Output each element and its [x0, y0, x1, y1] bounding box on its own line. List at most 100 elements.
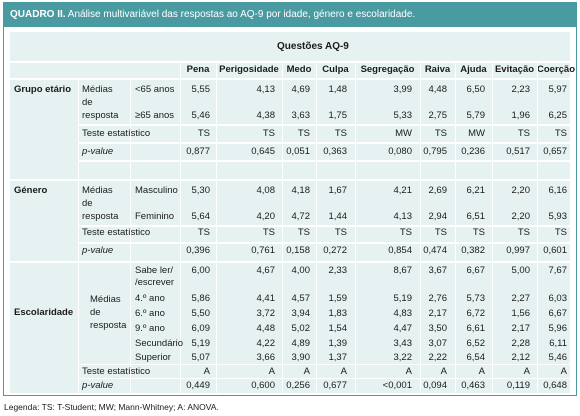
table-cell: 0,449: [186, 380, 210, 391]
table-cell: 3,90: [291, 352, 311, 363]
table-cell: 0,657: [543, 146, 567, 157]
table-cell: 0,094: [423, 380, 447, 391]
table-cell: <0,001: [382, 380, 412, 391]
table-cell: 0,272: [323, 245, 347, 256]
row-label: Teste estatístico: [82, 128, 151, 139]
table-cell: 4,83: [393, 308, 413, 319]
table-cell: 4,48: [256, 323, 276, 334]
table-cell: TS: [472, 227, 485, 238]
table-cell: 5,19: [191, 338, 211, 349]
table-cell: TS: [434, 227, 447, 238]
table-cell: 3,50: [428, 323, 448, 334]
table-cell: TS: [517, 227, 530, 238]
table-cell: 2,23: [511, 84, 531, 95]
table-cell: 5,96: [548, 323, 568, 334]
row-label: Masculino: [135, 185, 178, 196]
column-header: Coerção: [537, 64, 576, 75]
table-cell: 2,17: [511, 323, 531, 334]
table-cell: 5,30: [191, 185, 211, 196]
table-cell: 3,99: [393, 84, 413, 95]
row-divider: [10, 179, 570, 181]
table-cell: 2,76: [428, 293, 448, 304]
table-cell: 0,158: [286, 245, 310, 256]
table-cell: 4,18: [291, 185, 311, 196]
table-cell: 6,03: [548, 293, 568, 304]
table-cell: 6,52: [466, 338, 486, 349]
column-header: Pena: [186, 64, 210, 75]
row-divider: [10, 61, 570, 63]
table-cell: 4,41: [256, 293, 276, 304]
table-cell: 0,761: [251, 245, 275, 256]
table-cell: 4,08: [256, 185, 276, 196]
row-label: 6.º ano: [135, 308, 165, 319]
table-cell: 3,72: [256, 308, 276, 319]
table-cell: 5,02: [291, 323, 311, 334]
table-cell: 3,22: [393, 352, 413, 363]
row-label: Teste estatístico: [82, 227, 151, 238]
table-cell: 4,69: [291, 84, 311, 95]
table-cell: 5,64: [191, 211, 211, 222]
table-cell: 6,21: [466, 185, 486, 196]
column-divider: [78, 79, 79, 393]
table-cell: 4,13: [256, 84, 276, 95]
table-cell: 4,57: [291, 293, 311, 304]
table-cell: TS: [297, 227, 310, 238]
table-cell: 1,83: [328, 308, 348, 319]
column-header: Evitação: [494, 64, 535, 75]
column-divider: [216, 61, 217, 393]
row-label: Superior: [135, 352, 171, 363]
table-cell: 0,795: [423, 146, 447, 157]
table-cell: A: [303, 366, 310, 377]
row-divider: [78, 160, 570, 162]
table-cell: 5,93: [548, 211, 568, 222]
table-cell: 8,67: [393, 265, 413, 276]
row-label: de: [90, 307, 101, 318]
table-cell: 5,50: [191, 308, 211, 319]
row-divider: [78, 142, 570, 144]
table-cell: 3,67: [428, 265, 448, 276]
table-cell: 2,27: [511, 293, 531, 304]
table-cell: 6,72: [466, 308, 486, 319]
table-cell: 0,363: [323, 146, 347, 157]
row-label: Sabe ler/: [135, 265, 174, 276]
column-divider: [130, 79, 131, 393]
table-cell: 4,89: [291, 338, 311, 349]
table-cell: 1,44: [328, 211, 348, 222]
table-cell: TS: [197, 128, 210, 139]
row-label: <65 anos: [135, 84, 175, 95]
row-divider: [78, 242, 570, 244]
table-cell: 0,236: [461, 146, 485, 157]
table-cell: 2,12: [511, 352, 531, 363]
table-cell: 1,39: [328, 338, 348, 349]
table-cell: 2,75: [428, 110, 448, 121]
table-cell: 0,051: [286, 146, 310, 157]
table-cell: 4,38: [256, 110, 276, 121]
column-divider: [316, 61, 317, 393]
table-cell: 1,56: [511, 308, 531, 319]
table-cell: TS: [197, 227, 210, 238]
table-cell: 3,07: [428, 338, 448, 349]
row-divider: [78, 225, 570, 227]
column-header: Segregação: [360, 64, 415, 75]
table-cell: 5,33: [393, 110, 413, 121]
table-cell: A: [440, 366, 447, 377]
table-cell: 5,07: [191, 352, 211, 363]
table-cell: 5,79: [466, 110, 486, 121]
table-cell: MW: [395, 128, 412, 139]
table-cell: 5,55: [191, 84, 211, 95]
table-cell: TS: [297, 128, 310, 139]
column-divider: [355, 61, 356, 393]
table-cell: 5,19: [393, 293, 413, 304]
row-label: Médias: [90, 294, 121, 305]
table-cell: 1,67: [328, 185, 348, 196]
row-label: Médias: [82, 84, 113, 95]
row-label: /escrever: [135, 277, 175, 288]
table-cell: 0,474: [423, 245, 447, 256]
table-cell: A: [268, 366, 275, 377]
table-cell: 6,67: [548, 308, 568, 319]
title-bold: QUADRO II.: [10, 9, 66, 20]
table-cell: 0,600: [251, 380, 275, 391]
column-divider: [180, 61, 181, 393]
table-cell: 1,48: [328, 84, 348, 95]
column-header: Perigosidade: [219, 64, 279, 75]
